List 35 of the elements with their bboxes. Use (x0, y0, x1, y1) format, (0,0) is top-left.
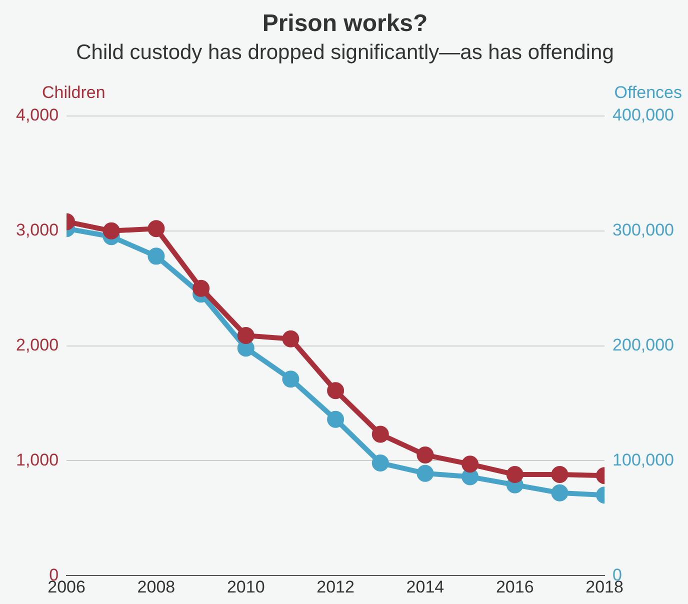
point (416, 464, 434, 482)
y2-axis-title: Offences (614, 83, 682, 102)
point (506, 466, 524, 483)
y-tick-label: 4,000 (16, 106, 59, 125)
point (372, 426, 389, 443)
chart-subtitle: Child custody has dropped significantly—as has offending (76, 41, 614, 64)
y2-tick-label: 100,000 (612, 450, 674, 470)
point (462, 456, 479, 473)
point (102, 222, 120, 240)
y2-tick-label: 300,000 (612, 220, 674, 240)
x-tick-label: 2016 (496, 577, 534, 596)
x-tick-label: 2008 (137, 577, 176, 596)
x-tick-label: 2010 (226, 577, 265, 596)
point (416, 446, 434, 464)
y2-tick-label: 200,000 (612, 335, 674, 354)
point (192, 280, 210, 297)
point (282, 330, 300, 348)
point (372, 454, 389, 472)
point (551, 466, 568, 483)
point (237, 340, 254, 357)
y-tick-label: 2,000 (16, 335, 59, 354)
x-tick-label: 2012 (316, 577, 354, 596)
point (282, 370, 300, 388)
y-axis-title: Children (42, 83, 106, 102)
point (148, 220, 165, 238)
point (148, 248, 165, 265)
y-tick-label: 1,000 (16, 450, 59, 470)
y-tick-label: 3,000 (16, 220, 59, 240)
chart-title: Prison works? (262, 10, 428, 38)
point (327, 410, 344, 428)
point (327, 382, 344, 400)
y2-tick-label: 400,000 (612, 106, 674, 125)
point (237, 326, 254, 344)
x-tick-label: 2014 (406, 577, 444, 596)
point (551, 484, 568, 502)
